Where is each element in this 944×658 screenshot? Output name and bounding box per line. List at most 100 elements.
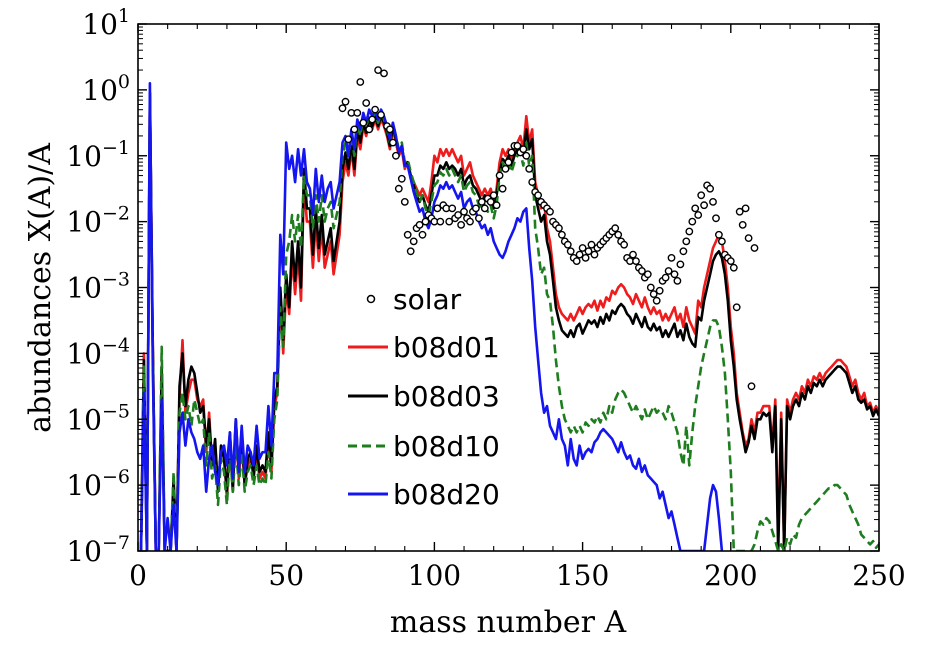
solar-point <box>368 115 377 124</box>
solar-point <box>498 184 507 193</box>
solar-point <box>546 207 554 216</box>
solar-point <box>661 273 670 282</box>
y-tick-label: 10−1 <box>66 137 130 173</box>
x-tick-label: 0 <box>129 559 147 592</box>
solar-point <box>341 97 350 106</box>
y-tick-label: 10−4 <box>66 334 130 370</box>
solar-point <box>750 244 759 252</box>
solar-point <box>492 201 501 210</box>
solar-point <box>682 237 691 246</box>
legend-b08d01-label: b08d01 <box>393 331 500 364</box>
solar-point <box>388 138 397 147</box>
solar-point <box>406 247 415 256</box>
solar-point <box>646 283 655 292</box>
solar-point <box>715 230 723 239</box>
solar-point <box>418 230 427 239</box>
solar-point <box>480 204 489 213</box>
solar-point <box>486 197 495 206</box>
solar-point <box>350 125 359 134</box>
solar-point <box>555 224 563 233</box>
solar-point <box>732 303 741 312</box>
solar-point <box>421 217 430 226</box>
y-tick-label: 10−7 <box>66 532 130 568</box>
solar-point <box>572 257 581 265</box>
solar-point <box>525 164 534 173</box>
x-axis-label: mass number A <box>390 605 627 640</box>
solar-point <box>676 260 685 269</box>
solar-point <box>697 191 706 200</box>
solar-point <box>457 220 465 229</box>
y-tick-label: 10−2 <box>66 203 130 239</box>
solar-point <box>409 237 418 246</box>
solar-point <box>445 217 454 226</box>
solar-point <box>374 66 382 75</box>
solar-point <box>587 240 596 249</box>
solar-point <box>377 111 385 119</box>
solar-point <box>353 109 362 117</box>
solar-point <box>575 250 584 259</box>
legend-solar-marker <box>366 294 376 304</box>
solar-point <box>673 276 682 285</box>
y-tick-label: 10−3 <box>66 269 130 305</box>
solar-point <box>495 171 504 180</box>
y-tick-label: 10−5 <box>66 400 130 436</box>
solar-point <box>649 290 658 298</box>
solar-point <box>670 270 679 279</box>
solar-point <box>528 178 537 187</box>
solar-point <box>709 197 717 206</box>
solar-point <box>466 217 474 226</box>
solar-point <box>362 99 371 107</box>
solar-point <box>735 207 744 216</box>
solar-point <box>566 247 575 256</box>
solar-point <box>712 214 720 223</box>
solar-point <box>744 234 753 243</box>
solar-point <box>433 204 442 213</box>
solar-point <box>415 220 424 229</box>
solar-point <box>394 184 403 193</box>
solar-point <box>436 217 445 226</box>
solar-point <box>688 217 697 226</box>
legend-b08d20-label: b08d20 <box>393 478 500 511</box>
solar-layer <box>338 66 759 391</box>
x-tick-label: 150 <box>556 559 609 592</box>
solar-point <box>534 191 542 200</box>
solar-point <box>638 267 646 275</box>
solar-point <box>643 270 652 279</box>
x-tick-label: 250 <box>852 559 905 592</box>
solar-point <box>359 118 368 127</box>
x-tick-label: 200 <box>704 559 757 592</box>
solar-point <box>489 191 498 200</box>
legend-b08d03-label: b08d03 <box>393 380 500 413</box>
solar-point <box>365 125 374 134</box>
solar-point <box>578 244 587 252</box>
y-axis-label: abundances X(A)/A <box>23 143 58 433</box>
solar-point <box>454 211 462 219</box>
solar-point <box>667 253 676 262</box>
solar-point <box>448 204 457 213</box>
series-line-b08d10 <box>139 95 879 551</box>
solar-point <box>679 247 688 256</box>
solar-point <box>614 230 623 239</box>
solar-point <box>738 220 747 229</box>
solar-point <box>729 263 738 272</box>
solar-point <box>338 104 347 113</box>
solar-point <box>563 240 572 249</box>
solar-point <box>507 148 516 157</box>
x-tick-label: 50 <box>268 559 304 592</box>
solar-point <box>726 257 735 265</box>
solar-point <box>519 145 528 154</box>
solar-point <box>380 69 388 78</box>
solar-point <box>685 227 694 236</box>
y-tick-label: 10−6 <box>66 466 130 502</box>
solar-point <box>584 247 593 256</box>
plot-background <box>138 24 879 551</box>
solar-point <box>664 267 673 275</box>
solar-point <box>741 204 750 213</box>
solar-point <box>558 230 566 239</box>
solar-point <box>620 240 628 249</box>
x-tick-label: 100 <box>408 559 461 592</box>
solar-point <box>397 174 406 183</box>
solar-point <box>371 105 379 114</box>
solar-point <box>581 253 590 262</box>
solar-point <box>513 141 522 150</box>
